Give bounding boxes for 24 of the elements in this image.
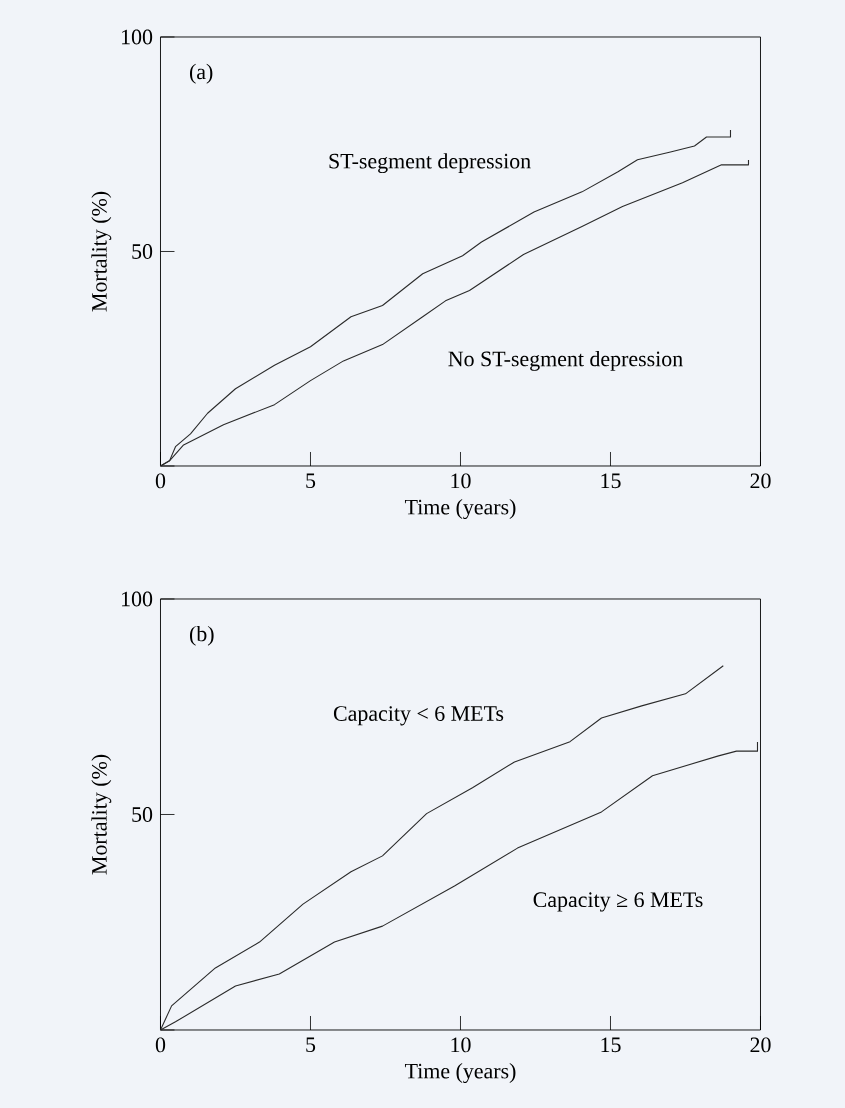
- x-axis-title: Time (years): [404, 499, 516, 520]
- x-axis-title: Time (years): [404, 1063, 516, 1084]
- y-axis-title: Mortality (%): [91, 754, 112, 875]
- x-tick-label: 20: [750, 473, 771, 489]
- series-label: No ST-segment depression: [448, 350, 683, 371]
- series-label: ST-segment depression: [329, 153, 531, 174]
- x-tick-label: 15: [601, 473, 621, 489]
- x-tick-label: 0: [155, 473, 165, 489]
- x-tick-label: 5: [306, 473, 315, 489]
- x-tick-label: 5: [306, 1037, 315, 1053]
- x-tick-label: 15: [601, 1037, 621, 1053]
- y-tick-label: 50: [132, 244, 152, 259]
- annotation: (b): [189, 625, 214, 646]
- series-label: Capacity < 6 METs: [333, 706, 503, 726]
- y-tick-label: 100: [121, 591, 152, 607]
- x-tick-label: 10: [451, 1037, 471, 1053]
- x-tick-label: 10: [451, 473, 471, 489]
- text: Capacity ≥ 6 METs: [533, 892, 703, 912]
- y-axis-title: Mortality (%): [91, 191, 112, 312]
- annotation: (a): [189, 63, 213, 84]
- y-tick-label: 50: [132, 807, 152, 822]
- x-tick-label: 0: [155, 1037, 165, 1053]
- y-tick-label: 100: [121, 29, 152, 45]
- x-tick-label: 20: [750, 1037, 771, 1053]
